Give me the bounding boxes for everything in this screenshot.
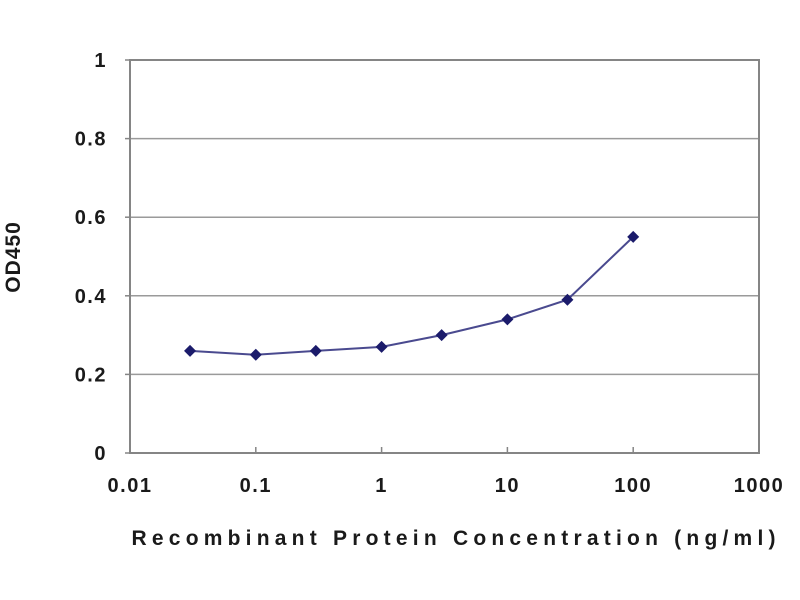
x-axis-title: Recombinant Protein Concentration (ng/ml… — [132, 527, 777, 550]
y-tick-label: 0.6 — [75, 207, 107, 229]
plot-frame — [129, 59, 760, 454]
y-tick-label: 0.2 — [75, 364, 107, 386]
chart-generated: 0.01 0.1 1 10 100 1000 0 0.2 0.4 0.6 0.8 1 — [75, 50, 785, 497]
y-tick-label: 0.8 — [75, 129, 107, 151]
x-tick-label: 0.01 — [108, 475, 153, 497]
x-tick-label: 1000 — [734, 475, 785, 497]
y-tick-label: 1 — [94, 50, 107, 72]
x-tick-label: 0.1 — [240, 475, 272, 497]
x-tick-label: 10 — [495, 475, 520, 497]
data-point-marker — [375, 340, 388, 353]
y-tick-label: 0.4 — [75, 286, 107, 308]
data-point-marker — [501, 313, 514, 326]
data-point-marker — [309, 344, 322, 357]
x-tick-label: 1 — [375, 475, 388, 497]
data-point-marker — [627, 230, 640, 243]
data-point-marker — [249, 348, 262, 361]
data-line — [189, 236, 634, 356]
data-point-marker — [561, 293, 574, 306]
data-point-marker — [184, 344, 197, 357]
y-axis-title: OD450 — [2, 221, 25, 293]
data-point-marker — [435, 329, 448, 342]
y-tick-label: 0 — [94, 443, 107, 465]
x-tick-label: 100 — [614, 475, 652, 497]
